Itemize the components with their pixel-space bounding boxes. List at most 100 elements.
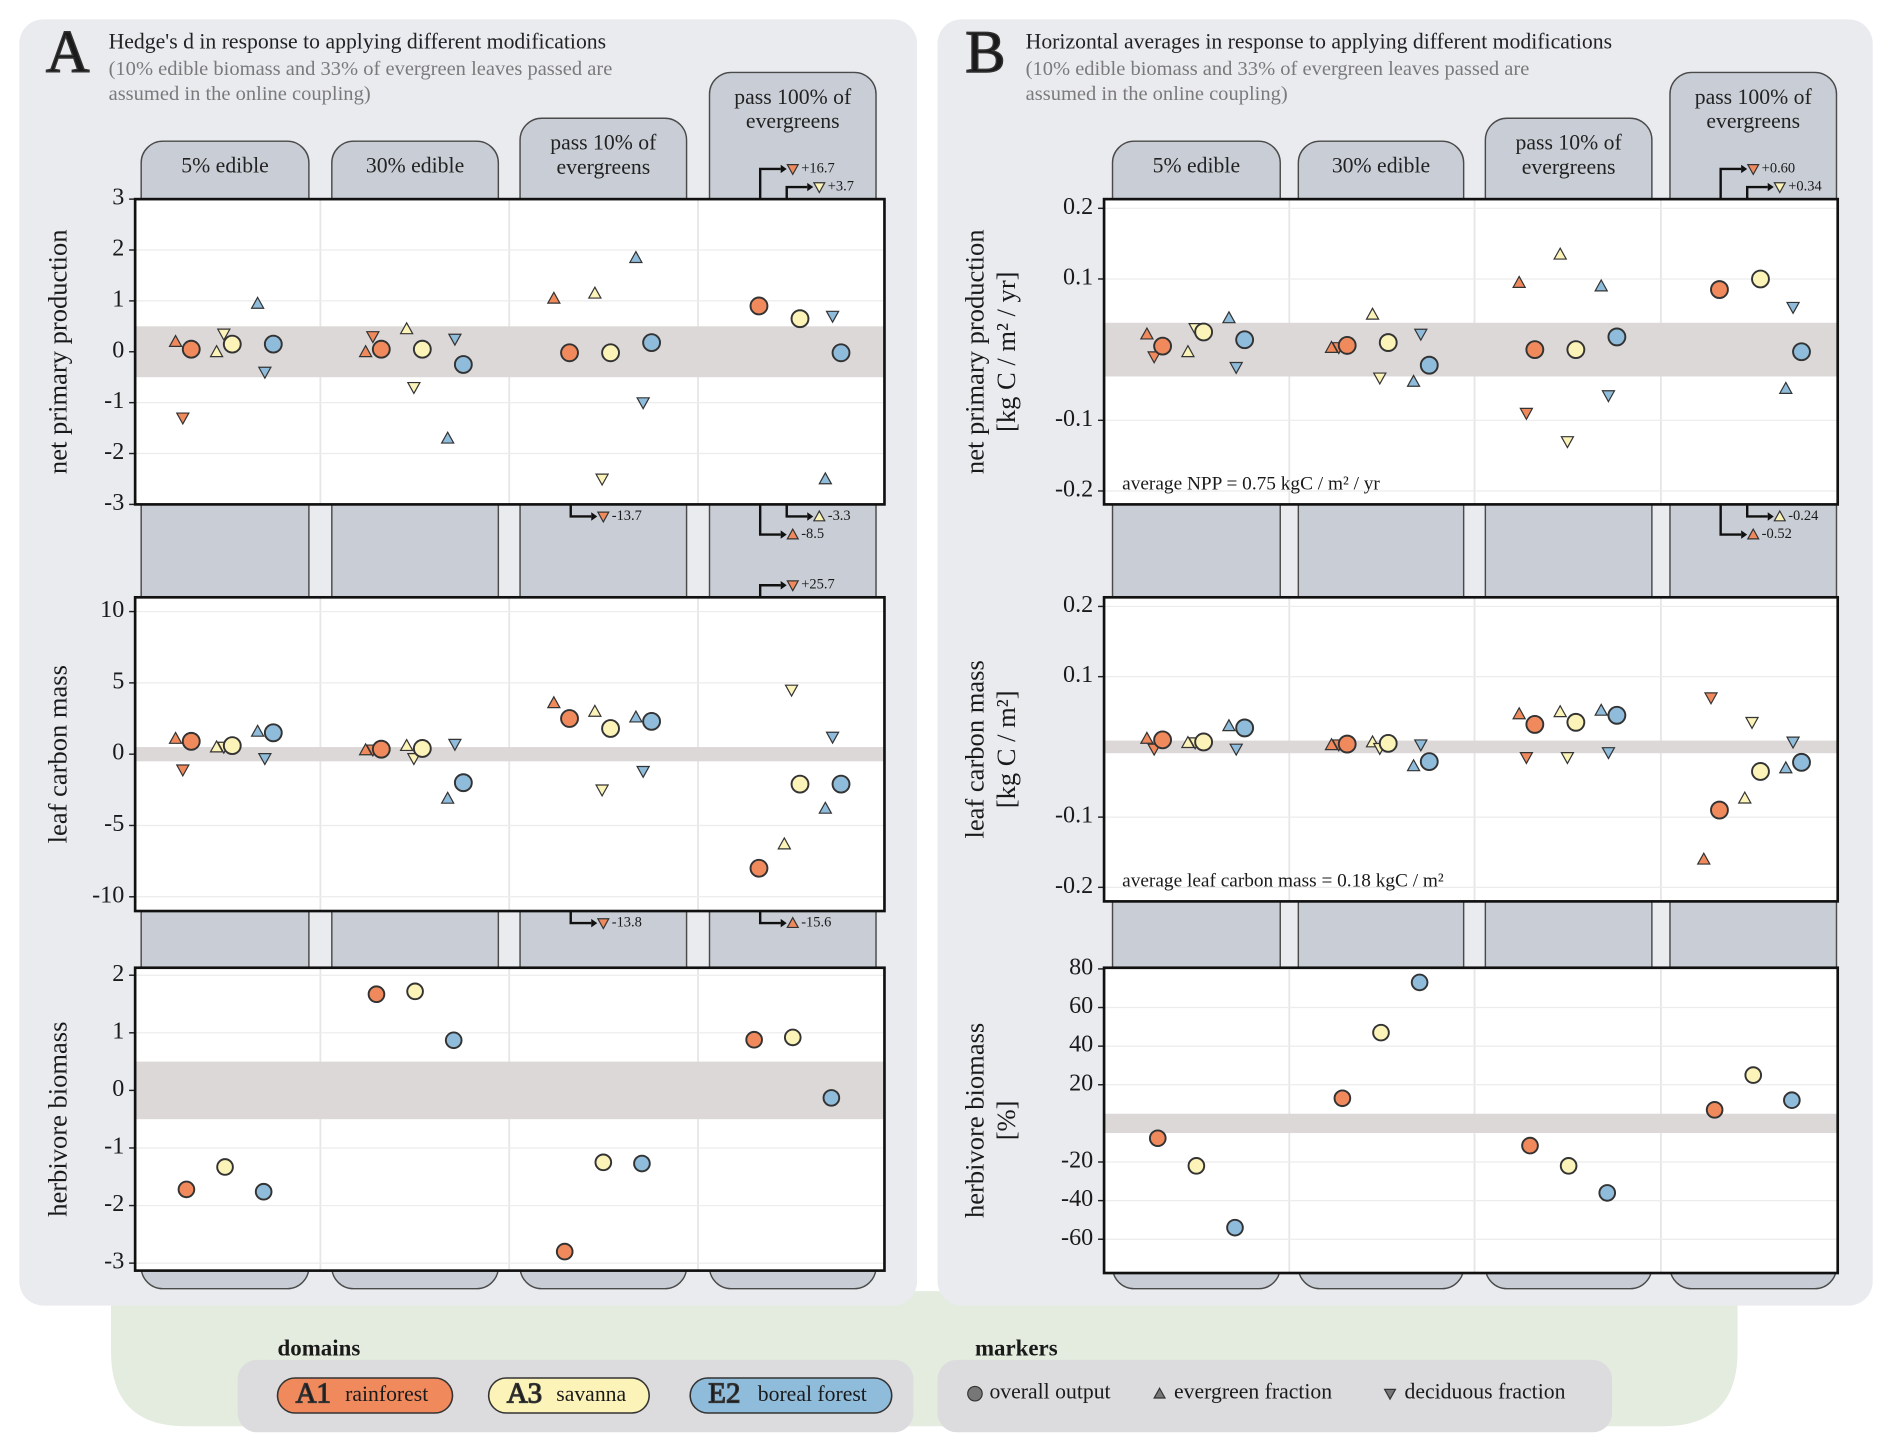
point-overall — [783, 1028, 802, 1047]
point-fraction — [358, 344, 373, 358]
point-fraction — [587, 285, 602, 299]
off-scale-label: -15.6 — [801, 914, 831, 930]
off-scale-label: +3.7 — [828, 178, 854, 194]
point-overall — [601, 343, 620, 363]
point-overall — [745, 1030, 763, 1049]
y-tick-label: -2 — [104, 438, 124, 465]
point-fraction — [447, 333, 462, 347]
point-overall — [1792, 342, 1811, 362]
point-fraction — [818, 471, 833, 485]
off-scale-label: +0.34 — [1788, 178, 1822, 194]
point-overall — [444, 1031, 463, 1050]
y-axis-label: herbivore biomass — [42, 1022, 72, 1217]
point-off-scale — [596, 918, 610, 930]
point-fraction — [209, 344, 224, 358]
point-fraction — [1519, 751, 1534, 765]
point-overall — [555, 1242, 574, 1261]
point-overall — [1751, 762, 1770, 781]
point-fraction — [1737, 790, 1752, 804]
reference-band — [1104, 322, 1838, 377]
point-fraction — [1512, 706, 1527, 720]
point-overall — [1607, 705, 1627, 725]
reference-band — [1104, 1113, 1838, 1134]
column-header-box: pass 10% of evergreens — [550, 130, 656, 178]
plot-frame — [133, 197, 886, 506]
plot-frame — [133, 595, 886, 913]
y-axis-label: net primary production — [42, 229, 72, 474]
point-fraction — [1139, 731, 1154, 744]
point-overall — [1153, 730, 1173, 750]
off-scale-label: +16.7 — [801, 160, 834, 176]
off-scale-arrowhead — [1767, 512, 1774, 521]
legend-domain-name: rainforest — [345, 1382, 428, 1406]
column-header-box: 5% edible — [181, 153, 268, 177]
point-fraction — [546, 695, 561, 709]
y-axis-label: [kg C / m²] — [991, 690, 1021, 808]
off-scale-arrowhead — [1741, 530, 1748, 539]
point-fraction — [257, 753, 272, 766]
point-fraction — [1147, 351, 1162, 364]
y-tick-label: -3 — [104, 1248, 124, 1275]
point-overall — [1419, 752, 1439, 772]
point-overall — [222, 334, 242, 354]
point-off-scale — [812, 509, 826, 522]
panel-subtitle: (10% edible biomass and 33% of evergreen… — [1025, 56, 1530, 106]
point-overall — [560, 709, 579, 728]
legend-domain-name: boreal forest — [758, 1382, 867, 1406]
y-tick-label: -0.2 — [1055, 476, 1093, 503]
panel-title: Hedge's d in response to applying differ… — [108, 28, 607, 54]
y-tick-label: 3 — [112, 184, 124, 211]
point-overall — [790, 774, 810, 794]
point-fraction — [1778, 760, 1793, 774]
column-header: 30% edible — [365, 153, 465, 178]
panel-letter: B — [965, 19, 1005, 86]
point-overall — [1235, 330, 1255, 350]
legend-marker-symbol — [1383, 1388, 1397, 1401]
point-overall — [371, 339, 391, 359]
point-off-scale — [1746, 164, 1760, 176]
point-overall — [1148, 1129, 1167, 1148]
point-fraction — [1519, 407, 1534, 421]
point-overall — [831, 774, 851, 794]
point-fraction — [1560, 751, 1575, 765]
off-scale-label: -0.24 — [1788, 508, 1819, 524]
legend-markers-bg — [937, 1359, 1613, 1433]
legend-marker-label: overall output — [989, 1380, 1110, 1404]
legend-title: domains — [278, 1336, 361, 1361]
point-fraction — [447, 738, 462, 752]
point-fraction — [1221, 310, 1237, 324]
point-fraction — [1512, 275, 1527, 288]
y-tick-label: -60 — [1061, 1224, 1093, 1251]
point-overall — [371, 739, 391, 759]
point-overall — [1410, 973, 1429, 992]
point-fraction — [175, 412, 190, 426]
point-overall — [263, 723, 283, 743]
point-overall — [453, 355, 473, 374]
legend-domain-swatch — [487, 1377, 650, 1414]
point-overall — [1194, 322, 1214, 342]
point-fraction — [1778, 381, 1793, 394]
point-overall — [1566, 712, 1586, 732]
point-fraction — [1594, 278, 1609, 292]
panel-title-box: Horizontal averages in response to apply… — [1026, 29, 1612, 53]
point-fraction — [825, 731, 840, 745]
point-overall — [1792, 752, 1811, 772]
point-overall — [412, 339, 432, 359]
off-scale-arrow — [785, 504, 808, 518]
off-scale-arrow — [785, 185, 808, 200]
panel-title-box: Hedge's d in response to applying differ… — [108, 28, 607, 54]
point-fraction — [546, 291, 561, 304]
y-tick-label: -0.1 — [1055, 405, 1093, 432]
column-header: pass 100% of evergreens — [734, 84, 852, 133]
legend-domain-swatch — [689, 1377, 893, 1414]
column-header: 30% edible — [1331, 153, 1431, 178]
y-tick-label: 5 — [112, 667, 124, 694]
point-fraction — [587, 704, 602, 717]
point-overall — [1337, 734, 1357, 754]
point-overall — [749, 858, 769, 878]
point-fraction — [1406, 758, 1421, 772]
point-fraction — [257, 366, 272, 380]
y-tick-label: 60 — [1069, 992, 1093, 1019]
point-overall — [222, 736, 242, 756]
